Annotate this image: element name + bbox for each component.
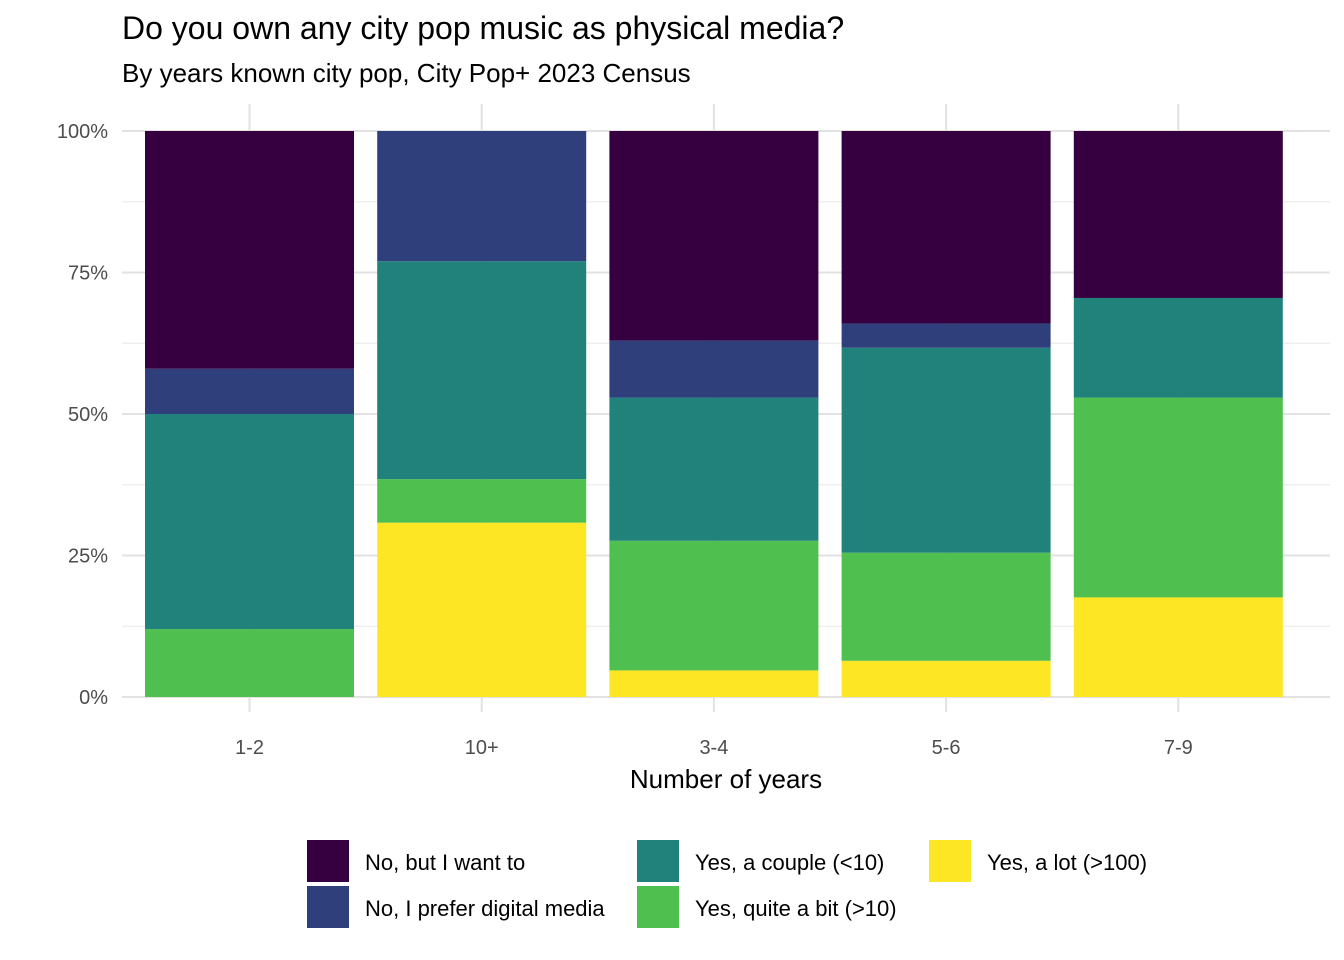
bar-segment bbox=[377, 522, 587, 697]
bar-segment bbox=[1073, 597, 1283, 697]
bar-segment bbox=[377, 479, 587, 523]
bar-segment bbox=[609, 340, 819, 398]
y-tick-label: 100% bbox=[57, 121, 108, 143]
bar-segment bbox=[145, 629, 354, 697]
y-tick-label: 75% bbox=[68, 263, 108, 285]
x-tick-label: 5-6 bbox=[932, 737, 961, 759]
bar-segment bbox=[377, 131, 587, 262]
bar-segment bbox=[377, 261, 587, 480]
y-tick-label: 25% bbox=[68, 546, 108, 568]
bar-segment bbox=[1073, 297, 1283, 398]
bar-segment bbox=[841, 131, 1051, 324]
y-tick-label: 0% bbox=[79, 687, 108, 709]
axis-layer: 0% 25% 50% 75% 100% 1-2 10+ 3-4 5-6 7-9 bbox=[57, 121, 1193, 759]
bar-segment bbox=[609, 670, 819, 697]
bar-segment bbox=[145, 368, 354, 414]
legend: No, but I want to No, I prefer digital me… bbox=[307, 840, 1147, 928]
bar-segment bbox=[609, 540, 819, 671]
x-tick-label: 10+ bbox=[465, 737, 499, 759]
legend-label: Yes, a couple (<10) bbox=[695, 850, 884, 875]
chart-title: Do you own any city pop music as physica… bbox=[122, 10, 845, 46]
bar-layer bbox=[145, 131, 1283, 697]
y-tick-label: 50% bbox=[68, 404, 108, 426]
bar-segment bbox=[841, 347, 1051, 553]
bar-segment bbox=[609, 131, 819, 341]
legend-swatch bbox=[307, 840, 349, 882]
bar-segment bbox=[145, 131, 354, 369]
legend-swatch bbox=[637, 840, 679, 882]
bar-segment bbox=[609, 397, 819, 541]
x-tick-label: 1-2 bbox=[235, 737, 264, 759]
legend-label: No, but I want to bbox=[365, 850, 525, 875]
bar-segment bbox=[841, 323, 1051, 348]
bar-segment bbox=[841, 552, 1051, 661]
legend-swatch bbox=[307, 886, 349, 928]
legend-swatch bbox=[637, 886, 679, 928]
chart-subtitle: By years known city pop, City Pop+ 2023 … bbox=[122, 58, 691, 88]
bar-segment bbox=[1073, 397, 1283, 598]
legend-label: No, I prefer digital media bbox=[365, 896, 605, 921]
x-axis-title: Number of years bbox=[630, 764, 822, 794]
legend-swatch bbox=[929, 840, 971, 882]
x-tick-label: 7-9 bbox=[1164, 737, 1193, 759]
legend-label: Yes, a lot (>100) bbox=[987, 850, 1147, 875]
bar-segment bbox=[145, 414, 354, 630]
bar-segment bbox=[841, 660, 1051, 697]
x-tick-label: 3-4 bbox=[699, 737, 728, 759]
bar-segment bbox=[1073, 131, 1283, 298]
legend-label: Yes, quite a bit (>10) bbox=[695, 896, 897, 921]
